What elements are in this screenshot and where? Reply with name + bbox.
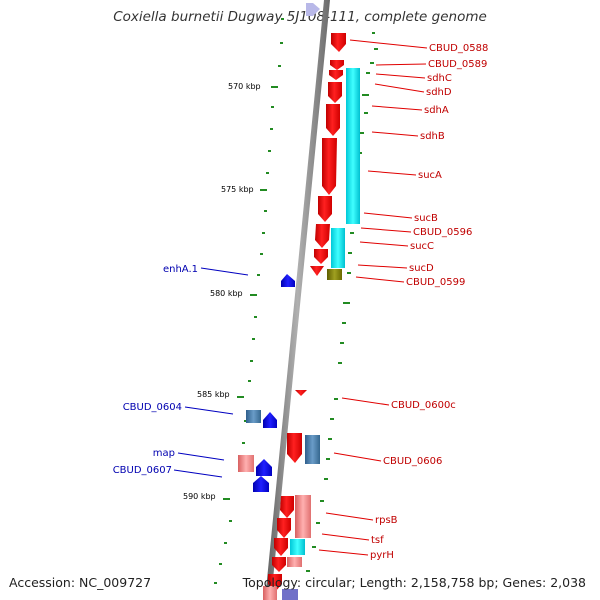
label-sucb: sucB <box>414 213 438 224</box>
cog-block-pink-1 <box>295 495 311 538</box>
gene-cbud-0589[interactable] <box>330 60 344 70</box>
label-sdhc: sdhC <box>427 73 452 84</box>
label-leaders-left <box>173 267 249 478</box>
tick-label-575: 575 kbp <box>221 185 254 194</box>
gene-cbud-0599[interactable] <box>310 266 324 276</box>
tick-label-580: 580 kbp <box>210 289 243 298</box>
label-pyrh: pyrH <box>370 550 394 561</box>
gene-forward-extra-1[interactable] <box>272 557 286 572</box>
label-succ: sucC <box>410 241 434 252</box>
gene-sdhb[interactable] <box>322 138 337 195</box>
cog-track <box>282 3 360 600</box>
label-cbud-0604: CBUD_0604 <box>123 402 182 413</box>
gene-cbud-0607[interactable] <box>256 459 272 476</box>
label-sdha: sdhA <box>424 105 449 116</box>
label-cbud-0606: CBUD_0606 <box>383 456 442 467</box>
gene-cbud-0596[interactable] <box>314 249 328 264</box>
gene-sdha[interactable] <box>326 104 340 136</box>
gene-sucb[interactable] <box>315 224 330 248</box>
reverse-strand-genes <box>238 274 295 492</box>
label-cbud-0600c: CBUD_0600c <box>391 400 456 411</box>
genome-title: Coxiella burnetii Dugway 5J108-111, comp… <box>113 9 487 25</box>
gc-skew-left-track <box>214 18 284 584</box>
label-cbud-0607: CBUD_0607 <box>113 465 172 476</box>
gene-map[interactable] <box>238 455 254 472</box>
cog-block-cyan-1 <box>346 68 360 224</box>
label-cbud-0589: CBUD_0589 <box>428 59 487 70</box>
gene-suca[interactable] <box>318 196 332 222</box>
label-suca: sucA <box>418 170 442 181</box>
cog-block-steelblue-1 <box>305 435 320 464</box>
gene-sdhc[interactable] <box>329 70 343 80</box>
gene-lightred-block <box>263 586 277 600</box>
label-sucd: sucD <box>409 263 434 274</box>
gene-pyrh[interactable] <box>274 538 288 556</box>
gene-cbud-0600c[interactable] <box>295 390 307 396</box>
cog-block-pink-2 <box>287 557 302 567</box>
gene-sdhd[interactable] <box>328 82 342 103</box>
genome-backbone <box>265 0 330 600</box>
gene-reverse-extra[interactable] <box>253 476 269 492</box>
cog-block-blue <box>282 589 298 600</box>
gene-cbud-0606[interactable] <box>287 433 302 463</box>
label-tsf: tsf <box>371 535 384 546</box>
label-sdhb: sdhB <box>420 131 445 142</box>
tick-label-590: 590 kbp <box>183 492 216 501</box>
label-sdhd: sdhD <box>426 87 452 98</box>
gene-rpsb[interactable] <box>280 496 294 518</box>
accession-text: Accession: NC_009727 <box>9 575 152 590</box>
cog-block-top <box>306 3 320 16</box>
tick-label-585: 585 kbp <box>197 390 230 399</box>
cog-block-cyan-3 <box>290 539 305 555</box>
label-cbud-0599: CBUD_0599 <box>406 277 465 288</box>
gene-cbud-0604-b[interactable] <box>263 412 277 428</box>
label-cbud-0596: CBUD_0596 <box>413 227 472 238</box>
gene-cbud-0604[interactable] <box>246 410 261 423</box>
gene-tsf[interactable] <box>277 518 291 538</box>
tick-label-570: 570 kbp <box>228 82 261 91</box>
gene-cbud-0588[interactable] <box>331 33 346 52</box>
gene-enha-1[interactable] <box>281 274 295 287</box>
cog-block-olive <box>327 269 342 280</box>
label-cbud-0588: CBUD_0588 <box>429 43 488 54</box>
topology-text: Topology: circular; Length: 2,158,758 bp… <box>242 575 586 590</box>
label-enha-1: enhA.1 <box>163 264 198 275</box>
label-leaders-right <box>318 39 428 556</box>
label-rpsb: rpsB <box>375 515 398 526</box>
cog-block-cyan-2 <box>331 228 345 268</box>
label-map: map <box>153 448 175 459</box>
